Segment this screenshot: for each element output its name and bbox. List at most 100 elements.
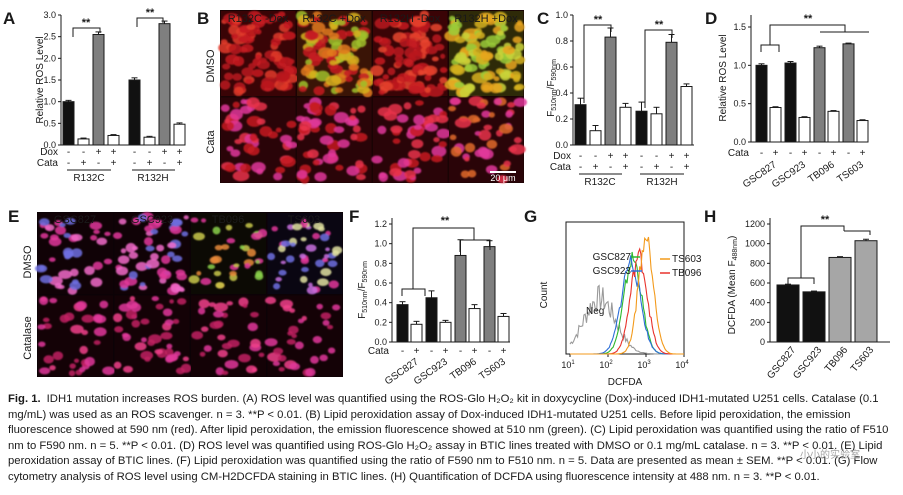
- panel-c-bar: [680, 86, 693, 146]
- panel-a-error-bar: [176, 122, 183, 125]
- panel-d-cata-sign: +: [802, 148, 808, 159]
- panel-c-error-bar: [638, 101, 645, 112]
- panel-a-dox-sign: +: [177, 147, 183, 158]
- panel-f-error-bar: [442, 319, 449, 323]
- panel-c-cata-label: Cata: [550, 162, 572, 173]
- panel-a-ytick: 1.0: [43, 97, 56, 107]
- panel-a-bar: [143, 136, 156, 146]
- panel-a-dox-sign: -: [148, 147, 151, 158]
- panel-d-bar: [784, 62, 797, 143]
- panel-c-dox-sign: -: [655, 151, 658, 162]
- panel-d-bar: [842, 43, 855, 143]
- panel-c-ytick: 0.2: [555, 114, 568, 124]
- panel-f-bar: [410, 323, 423, 343]
- panel-f-bar: [439, 321, 452, 343]
- panel-h-bar: [854, 240, 878, 343]
- figure-caption: Fig. 1. IDH1 mutation increases ROS burde…: [8, 392, 896, 486]
- panel-g-ylabel: Count: [539, 281, 550, 308]
- panel-c-ytick: 0.4: [555, 88, 568, 98]
- micrograph-tile: [267, 295, 343, 377]
- panel-f-bar: [454, 254, 467, 343]
- panel-g-xtick: 103: [637, 360, 651, 370]
- panel-c-cata-sign: +: [654, 162, 660, 173]
- panel-d-ytick: 1.5: [733, 22, 746, 32]
- panel-a-dox-sign: -: [82, 147, 85, 158]
- panel-h-bars: [776, 238, 878, 343]
- panel-a-cata-sign: +: [81, 158, 87, 169]
- panel-c-ytick: 0.0: [555, 140, 568, 150]
- panel-f-bar: [497, 315, 510, 343]
- panel-b-col-4: R132H +Dox: [454, 13, 518, 25]
- panel-f-error-bar: [500, 312, 507, 317]
- panel-d-ytick: 0.0: [733, 137, 746, 147]
- panel-c-ylabel: F510nm/F590nm: [546, 59, 558, 117]
- panel-a-ytick: 0.5: [43, 118, 56, 128]
- panel-h-error-bar: [811, 290, 817, 292]
- panel-f-ytick: 1.0: [374, 239, 387, 249]
- panel-f-ytick: 0.0: [374, 337, 387, 347]
- panel-d-ytick: 1.0: [733, 60, 746, 70]
- panel-g-xlabel: DCFDA: [608, 377, 643, 388]
- panel-d-bars: [755, 42, 869, 143]
- panel-c-error-bar: [653, 106, 660, 114]
- panel-letter-f: F: [349, 207, 359, 226]
- panel-c-bar: [665, 41, 678, 146]
- panel-f-error-bar: [428, 290, 435, 298]
- panel-a-error-bar: [131, 77, 138, 80]
- panel-g-label-ts603: TS603: [672, 254, 702, 265]
- panel-h-ytick: 800: [750, 258, 765, 268]
- panel-letter-a: A: [3, 9, 15, 28]
- panel-a-cata-sign: -: [163, 158, 166, 169]
- panel-c-y-ticks: 0.0 0.2 0.4 0.6 0.8 1.0: [555, 10, 573, 150]
- panel-c-cata-sign: +: [623, 162, 629, 173]
- panel-h-ylabel: DCFDA (Mean F488nm): [727, 236, 739, 335]
- panel-f-bar: [483, 246, 496, 343]
- panel-h-ytick: 0: [760, 337, 765, 347]
- panel-b: B R132C -Dox R132C +Dox R132H -Dox R132H…: [197, 9, 528, 184]
- panel-d-cata-sign: +: [860, 148, 866, 159]
- panel-c-group-r132c: R132C: [584, 177, 615, 188]
- panel-g-xtick: 104: [675, 360, 689, 370]
- figure-1: A Relative ROS Level 0.0 0.5 1.0 1.5 2.0 2.5 3…: [3, 7, 890, 388]
- panel-a-group-r132c: R132C: [73, 173, 104, 184]
- panel-a-bar: [92, 34, 105, 146]
- panel-c-dox-sign: +: [608, 151, 614, 162]
- panel-d-error-bar: [801, 116, 808, 118]
- panel-a-ytick: 3.0: [43, 10, 56, 20]
- panel-a-cata-label: Cata: [37, 158, 59, 169]
- panel-c-cata-sign: +: [593, 162, 599, 173]
- panel-f-cata-sign: -: [401, 346, 404, 357]
- panel-a-cata-sign: +: [177, 158, 183, 169]
- panel-a-bar: [107, 134, 120, 146]
- panel-d-cata-label: Cata: [728, 148, 750, 159]
- panel-a-cata-sign: -: [67, 158, 70, 169]
- panel-a-ytick: 1.5: [43, 75, 56, 85]
- panel-a-dox-sign: -: [133, 147, 136, 158]
- panel-d-bar: [755, 64, 768, 143]
- panel-e-col-4: TS603: [288, 214, 320, 226]
- panel-a-bar: [158, 23, 171, 146]
- panel-d-error-bar: [845, 42, 852, 44]
- panel-c-bar: [650, 113, 663, 146]
- panel-f-error-bar: [413, 320, 420, 325]
- panel-d-bar: [798, 116, 811, 143]
- panel-a-error-bar: [110, 134, 117, 136]
- panel-letter-d: D: [705, 9, 717, 28]
- panel-f: F F510nm/F590nm 0.0 0.2 0.4 0.6 0.8 1.0 1.2 **…: [349, 207, 510, 387]
- panel-f-ytick: 0.4: [374, 298, 387, 308]
- panel-a-error-bar: [146, 135, 153, 138]
- panel-f-sig: **: [441, 215, 450, 227]
- panel-f-cata-sign: +: [501, 346, 507, 357]
- panel-h-y-ticks: 0 200 400 600 800 1000 1200: [745, 219, 770, 347]
- panel-a: A Relative ROS Level 0.0 0.5 1.0 1.5 2.0 2.5 3…: [3, 7, 186, 184]
- panel-d-y-ticks: 0.0 0.5 1.0 1.5: [733, 22, 751, 147]
- panel-c-cata-sign: -: [670, 162, 673, 173]
- panel-f-group-tb096: TB096: [448, 356, 479, 382]
- panel-h-error-bar: [785, 283, 791, 285]
- panel-g-label-neg: Neg: [586, 306, 604, 317]
- panel-c-ytick: 0.8: [555, 36, 568, 46]
- panel-g-label-gsc923: GSC923: [593, 266, 632, 277]
- panel-e-col-1: GSC827: [54, 214, 96, 226]
- panel-d-error-bar: [859, 119, 866, 121]
- panel-c-error-bar: [622, 102, 629, 108]
